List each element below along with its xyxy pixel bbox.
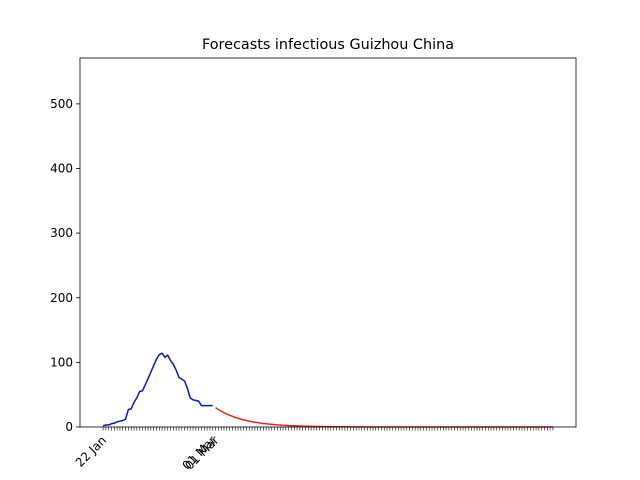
y-tick-label: 100 [50, 355, 73, 369]
y-tick-label: 0 [65, 420, 73, 434]
axes-frame [79, 57, 577, 428]
y-tick-label: 500 [50, 97, 73, 111]
y-tick-label: 400 [50, 162, 73, 176]
y-tick-label: 300 [50, 226, 73, 240]
y-tick-label: 200 [50, 291, 73, 305]
series-line [102, 352, 213, 427]
chart-title: Forecasts infectious Guizhou China [202, 37, 454, 53]
